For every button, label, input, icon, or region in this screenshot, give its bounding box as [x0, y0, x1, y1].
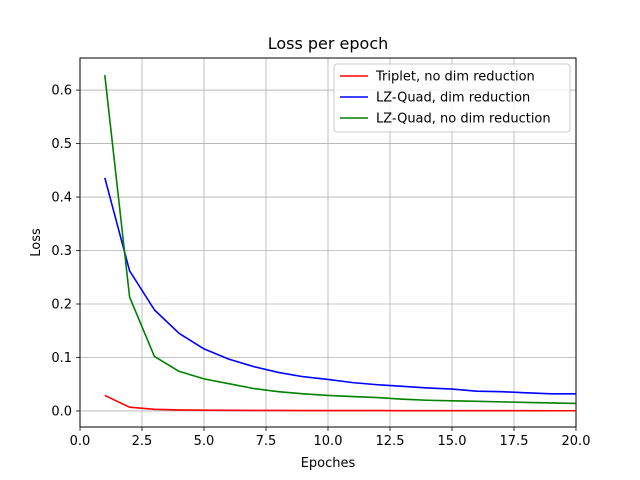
- y-tick-label: 0.1: [51, 351, 72, 366]
- y-axis-label: Loss: [29, 228, 44, 257]
- x-tick-label: 2.5: [132, 434, 153, 449]
- x-tick-label: 12.5: [376, 434, 405, 449]
- y-tick-label: 0.5: [51, 137, 72, 152]
- y-tick-label: 0.4: [51, 191, 72, 206]
- legend-label: LZ-Quad, no dim reduction: [376, 112, 551, 127]
- series-line-2: [104, 177, 576, 395]
- axis-ticks: 0.0 2.5 5.0 7.5 10.0 12.5 15.0 17.5 20.0 0.0 0.1 0.…: [51, 84, 590, 449]
- series-line-1: [104, 394, 576, 412]
- x-tick-label: 15.0: [438, 434, 467, 449]
- legend-box: [333, 63, 571, 133]
- y-tick-label: 0.3: [51, 244, 72, 259]
- legend: Triplet, no dim reduction LZ-Quad, dim re…: [333, 63, 571, 133]
- y-tick-label: 0.0: [51, 404, 72, 419]
- x-tick-label: 5.0: [194, 434, 215, 449]
- series-lines: [104, 75, 577, 412]
- x-tick-label: 10.0: [314, 434, 343, 449]
- x-tick-label: 20.0: [562, 434, 591, 449]
- x-tick-label: 0.0: [70, 434, 91, 449]
- x-axis-label: Epoches: [301, 456, 356, 471]
- y-tick-label: 0.2: [51, 298, 72, 313]
- x-tick-label: 7.5: [256, 434, 277, 449]
- legend-label: LZ-Quad, dim reduction: [376, 91, 530, 106]
- y-tick-label: 0.6: [51, 84, 72, 99]
- chart-title: Loss per epoch: [268, 34, 389, 53]
- series-line-3: [104, 75, 577, 405]
- x-tick-label: 17.5: [500, 434, 529, 449]
- legend-label: Triplet, no dim reduction: [375, 70, 535, 85]
